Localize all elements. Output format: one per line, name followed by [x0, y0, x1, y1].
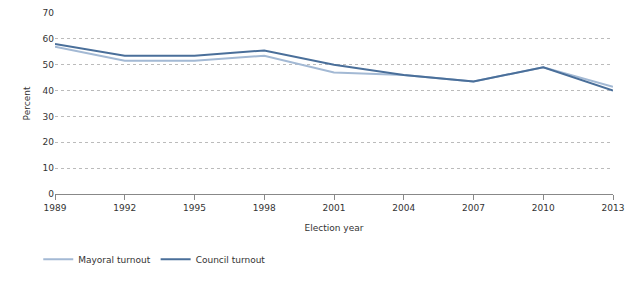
- svg-text:2010: 2010: [532, 203, 555, 213]
- svg-text:1992: 1992: [113, 203, 136, 213]
- svg-text:30: 30: [43, 112, 55, 122]
- svg-text:Percent: Percent: [22, 86, 32, 120]
- svg-text:2004: 2004: [392, 203, 415, 213]
- svg-text:70: 70: [43, 8, 55, 18]
- svg-text:2001: 2001: [323, 203, 346, 213]
- svg-text:2013: 2013: [602, 203, 625, 213]
- svg-text:10: 10: [43, 163, 55, 173]
- svg-text:60: 60: [43, 34, 55, 44]
- svg-text:Council turnout: Council turnout: [196, 255, 266, 265]
- svg-text:1998: 1998: [253, 203, 276, 213]
- svg-text:Election year: Election year: [305, 223, 364, 233]
- svg-text:2007: 2007: [462, 203, 485, 213]
- svg-text:20: 20: [43, 137, 55, 147]
- svg-text:40: 40: [43, 86, 55, 96]
- svg-text:1989: 1989: [44, 203, 67, 213]
- svg-text:1995: 1995: [183, 203, 206, 213]
- svg-text:Mayoral turnout: Mayoral turnout: [78, 255, 150, 265]
- svg-text:0: 0: [48, 189, 54, 199]
- svg-text:50: 50: [43, 60, 55, 70]
